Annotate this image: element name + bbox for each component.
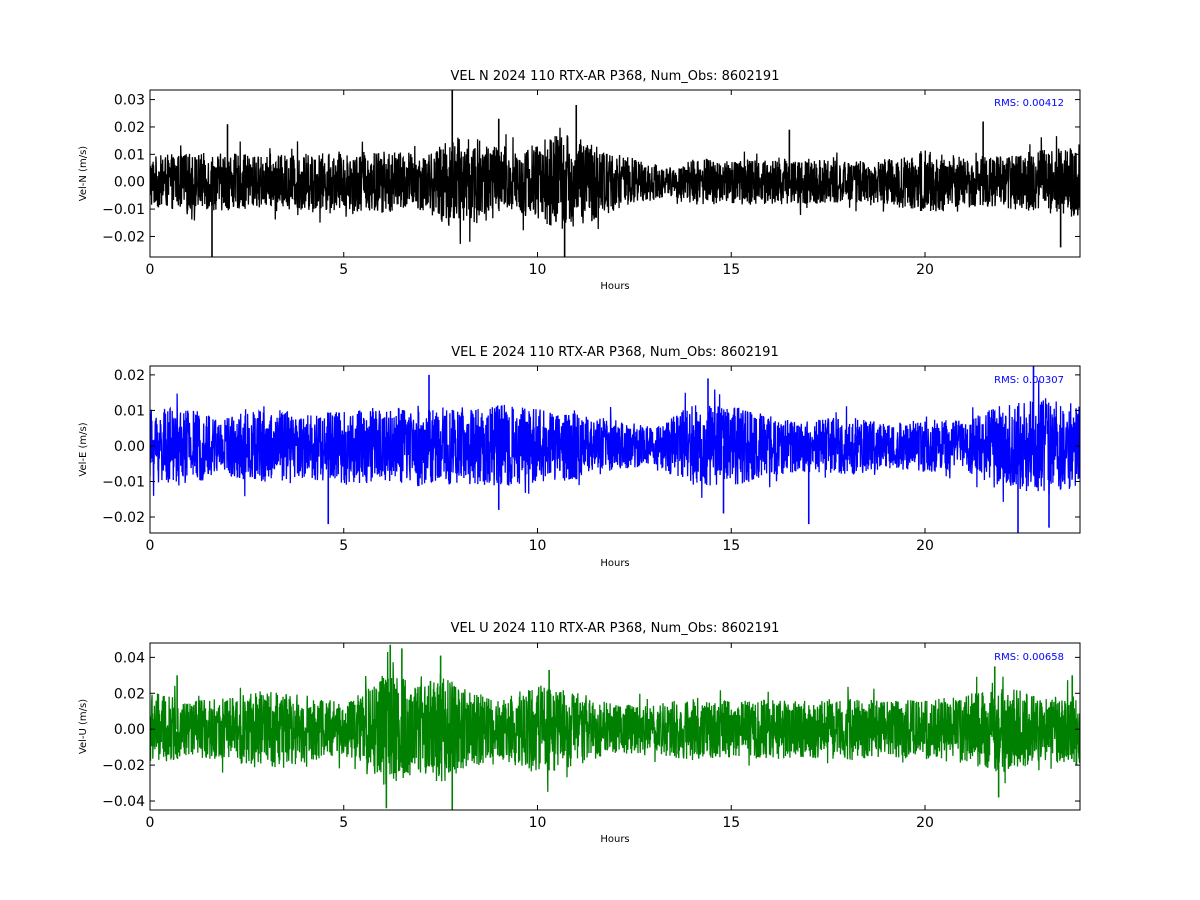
y-tick-label: −0.01 xyxy=(102,474,145,490)
y-tick-label: −0.02 xyxy=(102,229,145,245)
y-axis-label: Vel-N (m/s) xyxy=(78,146,89,201)
panel-vel-u: VEL U 2024 110 RTX-AR P368, Num_Obs: 860… xyxy=(78,621,1081,845)
y-tick-label: 0.03 xyxy=(114,93,145,109)
x-tick-label: 5 xyxy=(339,538,348,554)
x-tick-label: 0 xyxy=(146,815,155,831)
data-trace xyxy=(150,127,1080,244)
panel-title: VEL U 2024 110 RTX-AR P368, Num_Obs: 860… xyxy=(451,621,780,636)
y-tick-label: 0.00 xyxy=(114,175,145,191)
x-tick-label: 10 xyxy=(529,262,547,278)
x-tick-label: 15 xyxy=(722,815,740,831)
axes-frame xyxy=(149,365,1081,534)
x-axis-label: Hours xyxy=(600,558,629,569)
y-tick-label: 0.00 xyxy=(114,439,145,455)
panel-title: VEL N 2024 110 RTX-AR P368, Num_Obs: 860… xyxy=(451,69,780,84)
x-tick-label: 10 xyxy=(529,815,547,831)
y-tick-label: −0.04 xyxy=(102,794,145,810)
data-trace xyxy=(150,380,1080,502)
x-tick-label: 15 xyxy=(722,262,740,278)
data-trace xyxy=(150,651,1080,792)
y-tick-label: 0.01 xyxy=(114,403,145,419)
x-tick-label: 5 xyxy=(339,262,348,278)
x-tick-label: 5 xyxy=(339,815,348,831)
rms-annotation: RMS: 0.00307 xyxy=(994,375,1064,386)
x-tick-label: 0 xyxy=(146,262,155,278)
panel-vel-e: VEL E 2024 110 RTX-AR P368, Num_Obs: 860… xyxy=(78,345,1081,569)
x-tick-label: 10 xyxy=(529,538,547,554)
panel-title: VEL E 2024 110 RTX-AR P368, Num_Obs: 860… xyxy=(451,345,778,360)
y-tick-label: 0.02 xyxy=(114,686,145,702)
y-tick-label: 0.04 xyxy=(114,650,145,666)
y-tick-label: 0.01 xyxy=(114,147,145,163)
axes-frame xyxy=(149,642,1081,811)
x-tick-label: 20 xyxy=(916,262,934,278)
y-axis-label: Vel-E (m/s) xyxy=(78,422,89,476)
x-tick-label: 15 xyxy=(722,538,740,554)
x-axis-label: Hours xyxy=(600,834,629,845)
y-tick-label: −0.02 xyxy=(102,510,145,526)
x-axis-label: Hours xyxy=(600,281,629,292)
y-tick-label: 0.00 xyxy=(114,722,145,738)
y-tick-label: −0.01 xyxy=(102,202,145,218)
axes-frame xyxy=(149,89,1081,258)
panel-vel-n: VEL N 2024 110 RTX-AR P368, Num_Obs: 860… xyxy=(78,69,1081,292)
y-axis-label: Vel-U (m/s) xyxy=(78,699,89,754)
rms-annotation: RMS: 0.00412 xyxy=(994,98,1064,109)
y-tick-label: 0.02 xyxy=(114,120,145,136)
rms-annotation: RMS: 0.00658 xyxy=(994,652,1064,663)
x-tick-label: 20 xyxy=(916,815,934,831)
y-tick-label: 0.02 xyxy=(114,368,145,384)
x-tick-label: 20 xyxy=(916,538,934,554)
y-tick-label: −0.02 xyxy=(102,758,145,774)
x-tick-label: 0 xyxy=(146,538,155,554)
